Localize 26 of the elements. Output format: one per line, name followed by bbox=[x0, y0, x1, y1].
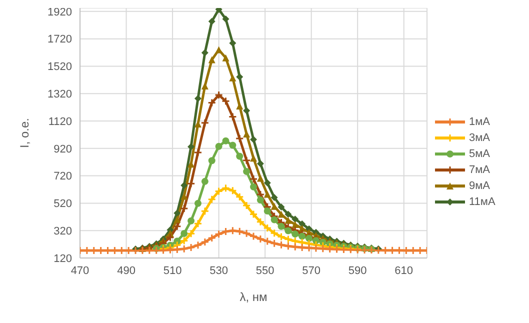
y-tick-label: 1520 bbox=[48, 61, 72, 74]
x-tick-label: 510 bbox=[163, 264, 182, 277]
y-tick-label: 320 bbox=[54, 226, 72, 238]
y-tick-label: 720 bbox=[54, 170, 72, 183]
y-tick-label: 1920 bbox=[48, 6, 72, 18]
y-tick-label: 1720 bbox=[48, 34, 72, 46]
legend-label: 1мА bbox=[469, 116, 490, 128]
x-tick-label: 610 bbox=[394, 264, 414, 277]
y-axis-title: I, о.е. bbox=[17, 118, 32, 148]
legend-label: 11мА bbox=[469, 196, 496, 208]
x-axis-title: λ, нм bbox=[240, 290, 268, 304]
y-tick-label: 1120 bbox=[48, 116, 72, 128]
y-tick-label: 1320 bbox=[48, 88, 72, 101]
y-tick-label: 120 bbox=[54, 252, 72, 265]
x-tick-label: 570 bbox=[302, 264, 321, 277]
x-tick-label: 470 bbox=[70, 264, 90, 277]
legend-label: 7мА bbox=[469, 164, 490, 176]
y-tick-label: 920 bbox=[54, 143, 72, 156]
y-tick-label: 520 bbox=[54, 198, 72, 210]
legend-label: 3мА bbox=[469, 132, 490, 144]
legend-label: 5мА bbox=[469, 148, 490, 160]
x-tick-label: 590 bbox=[348, 264, 367, 277]
legend-label: 9мА bbox=[469, 180, 490, 192]
x-tick-label: 490 bbox=[117, 264, 136, 277]
x-tick-label: 530 bbox=[210, 264, 228, 277]
x-tick-label: 550 bbox=[256, 264, 274, 277]
